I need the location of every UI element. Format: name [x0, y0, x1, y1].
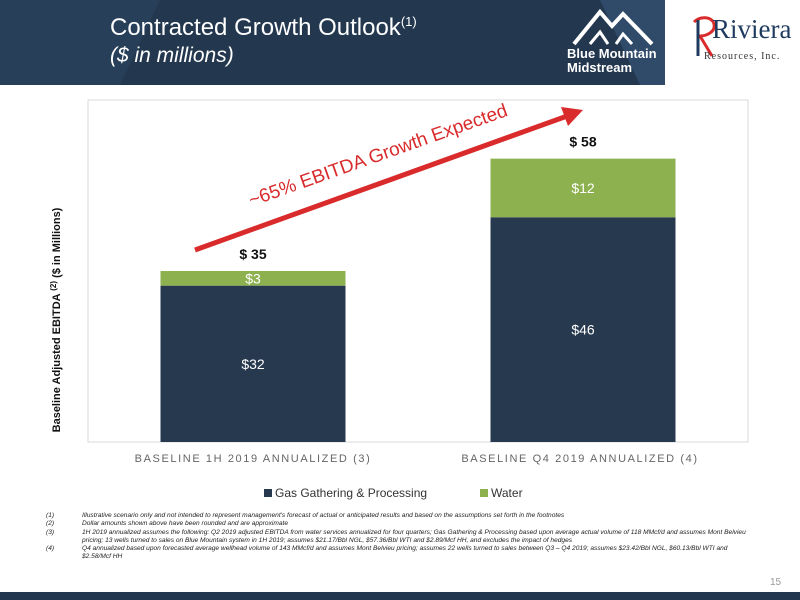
legend-label-gas: Gas Gathering & Processing [275, 486, 427, 500]
slide-header: Contracted Growth Outlook(1) ($ in milli… [0, 0, 800, 85]
category-label-1: BASELINE Q4 2019 ANNUALIZED (4) [461, 453, 698, 465]
category-label-0: BASELINE 1H 2019 ANNUALIZED (3) [135, 453, 372, 465]
legend-label-water: Water [491, 486, 523, 500]
riviera-logo-subtitle: Resources, Inc. [704, 51, 781, 62]
footnote-1: (1) Illustrative scenario only and not in… [46, 512, 746, 520]
footnote-2: (2) Dollar amounts shown above have been … [46, 520, 746, 528]
y-axis-label-unit: ($ in Millions) [51, 207, 63, 281]
footnote-number: (1) [46, 512, 55, 519]
data-label-water-1: $12 [571, 180, 595, 196]
blue-mountain-logo-text: Blue Mountain Midstream [567, 46, 657, 75]
data-label-water-0: $3 [245, 270, 261, 286]
growth-annotation: ~65% EBITDA Growth Expected [246, 100, 510, 211]
bar-water-1 [490, 158, 676, 218]
footnote-text: Illustrative scenario only and not inten… [82, 512, 565, 519]
footnote-4: (4) Q4 annualized based upon forecasted a… [46, 545, 746, 562]
footnotes: (1) Illustrative scenario only and not in… [46, 512, 746, 562]
footnote-number: (4) [46, 545, 55, 553]
footnote-number: (3) [46, 528, 55, 536]
plot-area-border [87, 99, 749, 443]
bar-gas-0 [160, 285, 346, 442]
footnote-number: (2) [46, 520, 55, 528]
footnote-text: Q4 annualized based upon forecasted aver… [82, 545, 728, 561]
page-title: Contracted Growth Outlook(1) [110, 14, 417, 41]
growth-arrow-head-icon [561, 107, 583, 126]
page-number: 15 [770, 577, 782, 588]
total-label-0: $ 35 [239, 246, 266, 262]
header-band [0, 0, 665, 85]
footnote-text: 1H 2019 annualized assumes the following… [82, 528, 746, 544]
blue-mountain-logo-icon [572, 8, 654, 46]
bar-water-0 [160, 271, 346, 286]
legend: Gas Gathering & Processing Water [264, 486, 523, 500]
legend-swatch-water [480, 489, 488, 497]
total-label-1: $ 58 [569, 134, 596, 150]
footnote-text: Dollar amounts shown above have been rou… [82, 520, 289, 528]
riviera-logo-icon [692, 16, 716, 57]
riviera-logo-name: Riviera [712, 14, 792, 44]
footnote-3: (3) 1H 2019 annualized assumes the follow… [46, 529, 746, 546]
y-axis-label-sup: (2) [49, 281, 58, 291]
growth-arrow [194, 107, 583, 253]
legend-swatch-gas [264, 489, 272, 497]
page-subtitle: ($ in millions) [110, 44, 234, 67]
bottom-bar [0, 592, 800, 600]
growth-arrow-line [194, 112, 571, 253]
data-label-gas-0: $32 [241, 356, 265, 372]
data-label-gas-1: $46 [571, 322, 595, 338]
bar-gas-1 [490, 217, 676, 442]
ebitda-chart: $32 $3 $ 35 BASELINE 1H 2019 ANNUALIZED (3)… [49, 99, 749, 500]
y-axis-label: Baseline Adjusted EBITDA (2) ($ in Milli… [49, 207, 63, 432]
